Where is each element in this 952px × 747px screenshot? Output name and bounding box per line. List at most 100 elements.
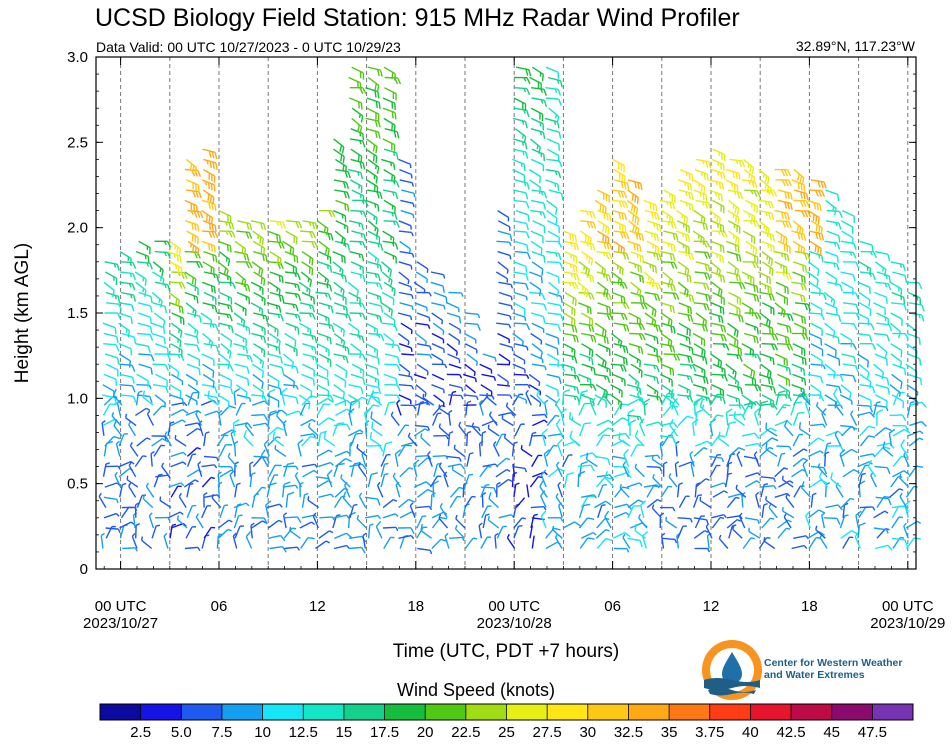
barb-flag bbox=[329, 337, 332, 345]
wind-barb bbox=[350, 158, 366, 170]
barb-flag bbox=[362, 72, 365, 80]
wind-barb bbox=[400, 199, 415, 208]
wind-barb bbox=[438, 423, 450, 437]
barb-flag bbox=[723, 206, 725, 214]
barb-half-flag bbox=[523, 109, 526, 114]
barb-flag bbox=[656, 365, 660, 373]
barb-flag bbox=[263, 350, 266, 358]
barb-flag bbox=[604, 361, 607, 369]
wind-barb bbox=[628, 343, 644, 355]
wind-barb bbox=[613, 230, 630, 240]
barb-flag bbox=[740, 387, 744, 395]
wind-barb bbox=[128, 461, 137, 478]
wind-barb bbox=[201, 281, 216, 294]
barb-flag bbox=[606, 213, 609, 221]
barb-shaft bbox=[711, 281, 723, 291]
barb-shaft bbox=[563, 332, 577, 337]
wind-barb bbox=[184, 271, 197, 286]
wind-barb bbox=[679, 343, 694, 355]
barb-flag bbox=[346, 532, 353, 539]
wind-barb bbox=[249, 472, 256, 488]
barb-half-flag bbox=[420, 433, 423, 438]
wind-barb bbox=[233, 312, 246, 328]
barb-shaft bbox=[138, 363, 152, 369]
barb-flag bbox=[590, 397, 596, 404]
barb-flag bbox=[249, 223, 253, 231]
barb-half-flag bbox=[661, 532, 666, 537]
barb-flag bbox=[395, 152, 399, 160]
barb-flag bbox=[228, 222, 232, 230]
wind-barb bbox=[381, 322, 398, 332]
wind-barb bbox=[529, 291, 546, 301]
wind-barb bbox=[745, 442, 763, 450]
barb-flag bbox=[212, 371, 215, 378]
wind-barb bbox=[170, 522, 187, 529]
barb-shaft bbox=[351, 117, 363, 128]
barb-half-flag bbox=[340, 288, 343, 293]
wind-barb bbox=[594, 394, 607, 408]
wind-barb bbox=[399, 240, 411, 253]
barb-shaft bbox=[545, 445, 554, 457]
wind-barb bbox=[501, 414, 514, 427]
wind-barb bbox=[446, 302, 460, 313]
wind-barb bbox=[399, 467, 414, 478]
wind-barb bbox=[678, 495, 690, 508]
wind-barb bbox=[334, 302, 348, 314]
barb-flag bbox=[604, 510, 610, 518]
barb-shaft bbox=[236, 394, 250, 399]
barb-shaft bbox=[580, 531, 594, 539]
barb-flag bbox=[619, 223, 621, 231]
barb-flag bbox=[591, 358, 594, 365]
barb-flag bbox=[196, 296, 199, 304]
barb-shaft bbox=[420, 530, 433, 539]
barb-flag bbox=[378, 445, 384, 452]
barb-shaft bbox=[308, 426, 319, 437]
barb-shaft bbox=[529, 281, 541, 291]
barb-flag bbox=[410, 527, 415, 535]
wind-barb bbox=[219, 230, 236, 238]
barb-half-flag bbox=[374, 273, 378, 278]
barb-shaft bbox=[555, 464, 563, 478]
barb-half-flag bbox=[294, 283, 297, 289]
barb-flag bbox=[144, 289, 147, 297]
wind-barb bbox=[301, 373, 315, 386]
barb-shaft bbox=[234, 240, 246, 250]
barb-shaft bbox=[464, 384, 476, 394]
wind-barb bbox=[251, 400, 270, 407]
barb-flag bbox=[603, 212, 606, 220]
wind-barb bbox=[531, 322, 545, 333]
barb-half-flag bbox=[541, 359, 544, 364]
wind-barb bbox=[203, 158, 218, 170]
wind-barb bbox=[692, 353, 708, 365]
wind-barb bbox=[613, 472, 632, 479]
barb-flag bbox=[262, 254, 265, 262]
wind-barb bbox=[711, 482, 728, 488]
barb-shaft bbox=[446, 455, 460, 459]
wind-barb bbox=[512, 363, 526, 374]
wind-barb bbox=[695, 261, 711, 272]
wind-barb bbox=[217, 312, 233, 322]
barb-shaft bbox=[662, 271, 674, 281]
barb-flag bbox=[195, 183, 197, 191]
barb-shaft bbox=[349, 535, 363, 539]
wind-barb bbox=[623, 449, 630, 467]
wind-barb bbox=[645, 343, 658, 357]
barb-shaft bbox=[526, 484, 530, 498]
barb-half-flag bbox=[114, 295, 117, 300]
wind-barb bbox=[401, 353, 415, 356]
barb-flag bbox=[525, 223, 529, 231]
barb-shaft bbox=[103, 281, 115, 292]
barb-half-flag bbox=[515, 482, 520, 486]
barb-flag bbox=[362, 370, 365, 378]
barb-half-flag bbox=[197, 427, 202, 431]
wind-barb bbox=[744, 517, 760, 525]
barb-shaft bbox=[471, 425, 482, 437]
barb-shaft bbox=[375, 526, 383, 539]
barb-shaft bbox=[676, 240, 690, 248]
wind-barb bbox=[252, 363, 264, 379]
barb-half-flag bbox=[358, 313, 362, 318]
wind-barb bbox=[578, 503, 591, 519]
barb-half-flag bbox=[524, 468, 528, 473]
barb-half-flag bbox=[411, 385, 414, 390]
barb-flag bbox=[260, 449, 266, 456]
